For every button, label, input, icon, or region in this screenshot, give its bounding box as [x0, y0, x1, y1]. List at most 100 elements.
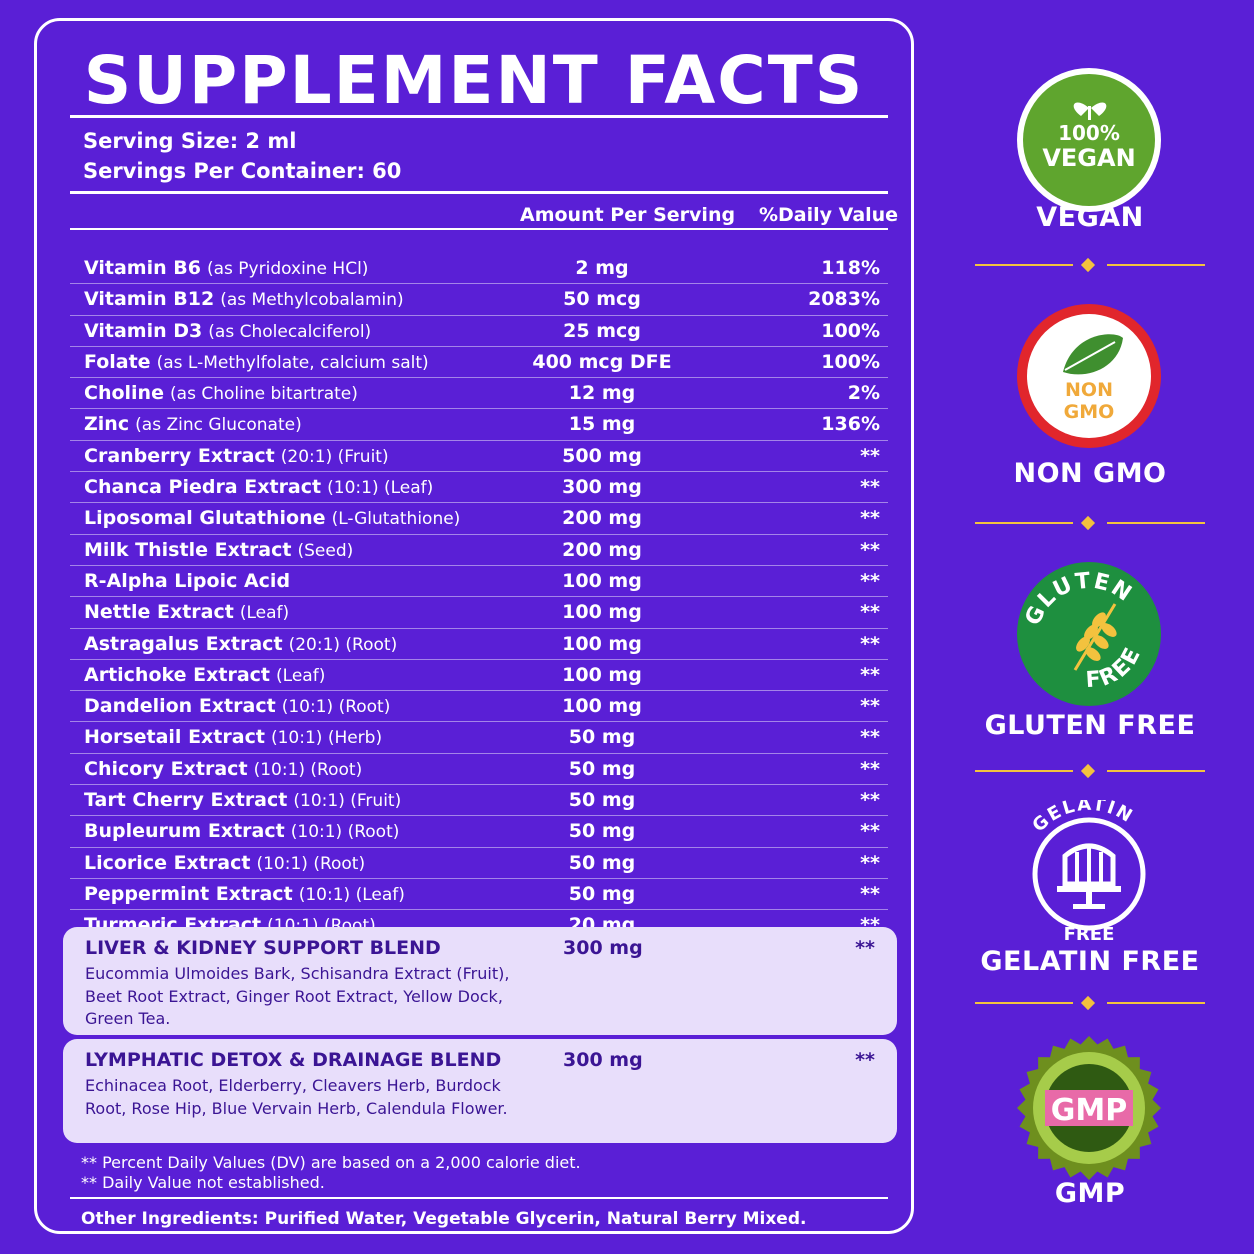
nutrient-name: Zinc (as Zinc Gluconate)	[84, 409, 302, 440]
nutrient-note: (10:1) (Root)	[253, 759, 363, 780]
nutrient-label: Dandelion Extract	[84, 695, 276, 718]
nutrient-daily-value: **	[860, 663, 880, 686]
nutrient-table: Vitamin B6 (as Pyridoxine HCl) 2 mg 118% Vi…	[70, 253, 888, 942]
blend-amount: 300 mg	[563, 1049, 643, 1071]
nutrient-daily-value: **	[860, 444, 880, 467]
gmp-badge-text: GMP	[1051, 1093, 1127, 1128]
nutrient-amount: 100 mg	[562, 695, 642, 718]
badge-divider	[975, 257, 1205, 273]
nutrient-daily-value: 2083%	[808, 288, 880, 311]
nutrient-amount: 500 mg	[562, 444, 642, 467]
table-row: Dandelion Extract (10:1) (Root) 100 mg **	[70, 691, 888, 723]
blend-title: LYMPHATIC DETOX & DRAINAGE BLEND	[85, 1049, 502, 1071]
table-row: Cranberry Extract (20:1) (Fruit) 500 mg **	[70, 441, 888, 473]
nutrient-amount: 15 mg	[568, 413, 636, 436]
nutrient-label: Choline	[84, 382, 164, 405]
nutrient-daily-value: 118%	[821, 257, 880, 279]
nutrient-daily-value: 136%	[821, 413, 880, 436]
table-row: Vitamin B12 (as Methylcobalamin) 50 mcg 20…	[70, 284, 888, 316]
nutrient-note: (10:1) (Fruit)	[293, 791, 402, 812]
footnote-not-established: ** Daily Value not established.	[81, 1173, 325, 1192]
nutrient-amount: 50 mg	[568, 820, 636, 843]
serving-size: Serving Size: 2 ml	[83, 129, 297, 153]
table-row: Tart Cherry Extract (10:1) (Fruit) 50 mg *…	[70, 785, 888, 817]
nutrient-note: (Leaf)	[276, 665, 326, 686]
nutrient-name: Peppermint Extract (10:1) (Leaf)	[84, 879, 405, 910]
nutrient-amount: 2 mg	[575, 257, 629, 279]
nutrient-daily-value: 2%	[847, 382, 880, 405]
nutrient-name: Dandelion Extract (10:1) (Root)	[84, 691, 390, 722]
nutrient-daily-value: **	[860, 569, 880, 592]
nutrient-note: (10:1) (Root)	[281, 697, 391, 718]
nutrient-name: Folate (as L-Methylfolate, calcium salt)	[84, 347, 429, 378]
vegan-badge-text-1: 100%	[1058, 121, 1120, 145]
table-row: Astragalus Extract (20:1) (Root) 100 mg **	[70, 629, 888, 660]
gmp-label: GMP	[1054, 1178, 1126, 1209]
nutrient-daily-value: **	[860, 632, 880, 655]
table-row: Peppermint Extract (10:1) (Leaf) 50 mg **	[70, 879, 888, 911]
nutrient-label: Astragalus Extract	[84, 632, 283, 655]
divider	[70, 191, 888, 194]
nutrient-amount: 200 mg	[562, 538, 642, 561]
badge-divider	[975, 763, 1205, 779]
nutrient-label: Chanca Piedra Extract	[84, 476, 322, 499]
nutrient-label: Milk Thistle Extract	[84, 538, 292, 561]
nutrient-amount: 25 mcg	[563, 319, 641, 342]
nutrient-note: (20:1) (Root)	[288, 634, 398, 655]
nutrient-daily-value: **	[860, 476, 880, 499]
nutrient-note: (as Cholecalciferol)	[208, 321, 372, 342]
nutrient-note: (10:1) (Root)	[290, 822, 400, 843]
nutrient-daily-value: **	[860, 789, 880, 812]
table-row: Chanca Piedra Extract (10:1) (Leaf) 300 m…	[70, 472, 888, 504]
nutrient-label: Cranberry Extract	[84, 444, 275, 467]
nutrient-amount: 300 mg	[562, 476, 642, 499]
lymphatic-detox-blend: LYMPHATIC DETOX & DRAINAGE BLEND 300 mg …	[63, 1039, 897, 1143]
nutrient-label: Chicory Extract	[84, 757, 248, 780]
wheat-icon: GLUTEN FREE	[1017, 562, 1161, 706]
nutrient-amount: 12 mg	[568, 382, 636, 405]
blend-ingredients: Echinacea Root, Elderberry, Cleavers Her…	[85, 1076, 508, 1118]
nutrient-name: Vitamin B6 (as Pyridoxine HCl)	[84, 253, 368, 284]
nutrient-label: Horsetail Extract	[84, 726, 265, 749]
gelatin-mold-icon: GELATIN FREE	[1028, 800, 1146, 945]
nutrient-name: Chicory Extract (10:1) (Root)	[84, 754, 362, 785]
nutrient-note: (10:1) (Leaf)	[298, 884, 405, 905]
nutrient-label: Vitamin B12	[84, 288, 215, 311]
table-row: Bupleurum Extract (10:1) (Root) 50 mg **	[70, 816, 888, 848]
nutrient-note: (20:1) (Fruit)	[280, 446, 389, 467]
nutrient-name: Liposomal Glutathione (L-Glutathione)	[84, 503, 460, 534]
nutrient-note: (Leaf)	[239, 603, 290, 624]
nutrient-amount: 50 mg	[568, 882, 636, 905]
nutrient-label: Bupleurum Extract	[84, 820, 285, 843]
table-row: Licorice Extract (10:1) (Root) 50 mg **	[70, 848, 888, 879]
non-gmo-badge-text-2: GMO	[1064, 401, 1115, 423]
nutrient-name: Astragalus Extract (20:1) (Root)	[84, 629, 397, 660]
nutrient-name: Artichoke Extract (Leaf)	[84, 660, 325, 691]
column-header-daily-value: %Daily Value	[759, 204, 899, 226]
gelatin-free-label: GELATIN FREE	[980, 946, 1200, 977]
blend-ingredients: Eucommia Ulmoides Bark, Schisandra Extra…	[85, 964, 510, 1028]
table-row: Choline (as Choline bitartrate) 12 mg 2%	[70, 378, 888, 410]
nutrient-name: Chanca Piedra Extract (10:1) (Leaf)	[84, 472, 433, 503]
table-row: R-Alpha Lipoic Acid 100 mg **	[70, 566, 888, 598]
nutrient-label: Zinc	[84, 413, 130, 436]
nutrient-amount: 100 mg	[562, 632, 642, 655]
gmp-seal-icon: GMP	[1017, 1036, 1161, 1180]
nutrient-name: Licorice Extract (10:1) (Root)	[84, 848, 365, 879]
non-gmo-badge-text-1: NON	[1065, 379, 1113, 401]
certification-badges: 100% VEGAN VEGAN NON GMO NON GMO GLUTEN …	[975, 0, 1205, 1254]
nutrient-label: Folate	[84, 350, 151, 373]
nutrient-amount: 100 mg	[562, 569, 642, 592]
table-row: Vitamin B6 (as Pyridoxine HCl) 2 mg 118%	[70, 253, 888, 285]
column-header-amount: Amount Per Serving	[520, 204, 736, 226]
nutrient-amount: 100 mg	[562, 663, 642, 686]
blend-title: LIVER & KIDNEY SUPPORT BLEND	[85, 937, 441, 959]
table-row: Milk Thistle Extract (Seed) 200 mg **	[70, 535, 888, 566]
nutrient-daily-value: **	[860, 757, 880, 780]
nutrient-label: R-Alpha Lipoic Acid	[84, 569, 291, 592]
nutrient-label: Vitamin D3	[84, 319, 203, 342]
nutrient-daily-value: **	[860, 601, 880, 624]
nutrient-name: Nettle Extract (Leaf)	[84, 597, 289, 628]
table-row: Folate (as L-Methylfolate, calcium salt)…	[70, 347, 888, 379]
nutrient-note: (as Pyridoxine HCl)	[207, 259, 369, 279]
